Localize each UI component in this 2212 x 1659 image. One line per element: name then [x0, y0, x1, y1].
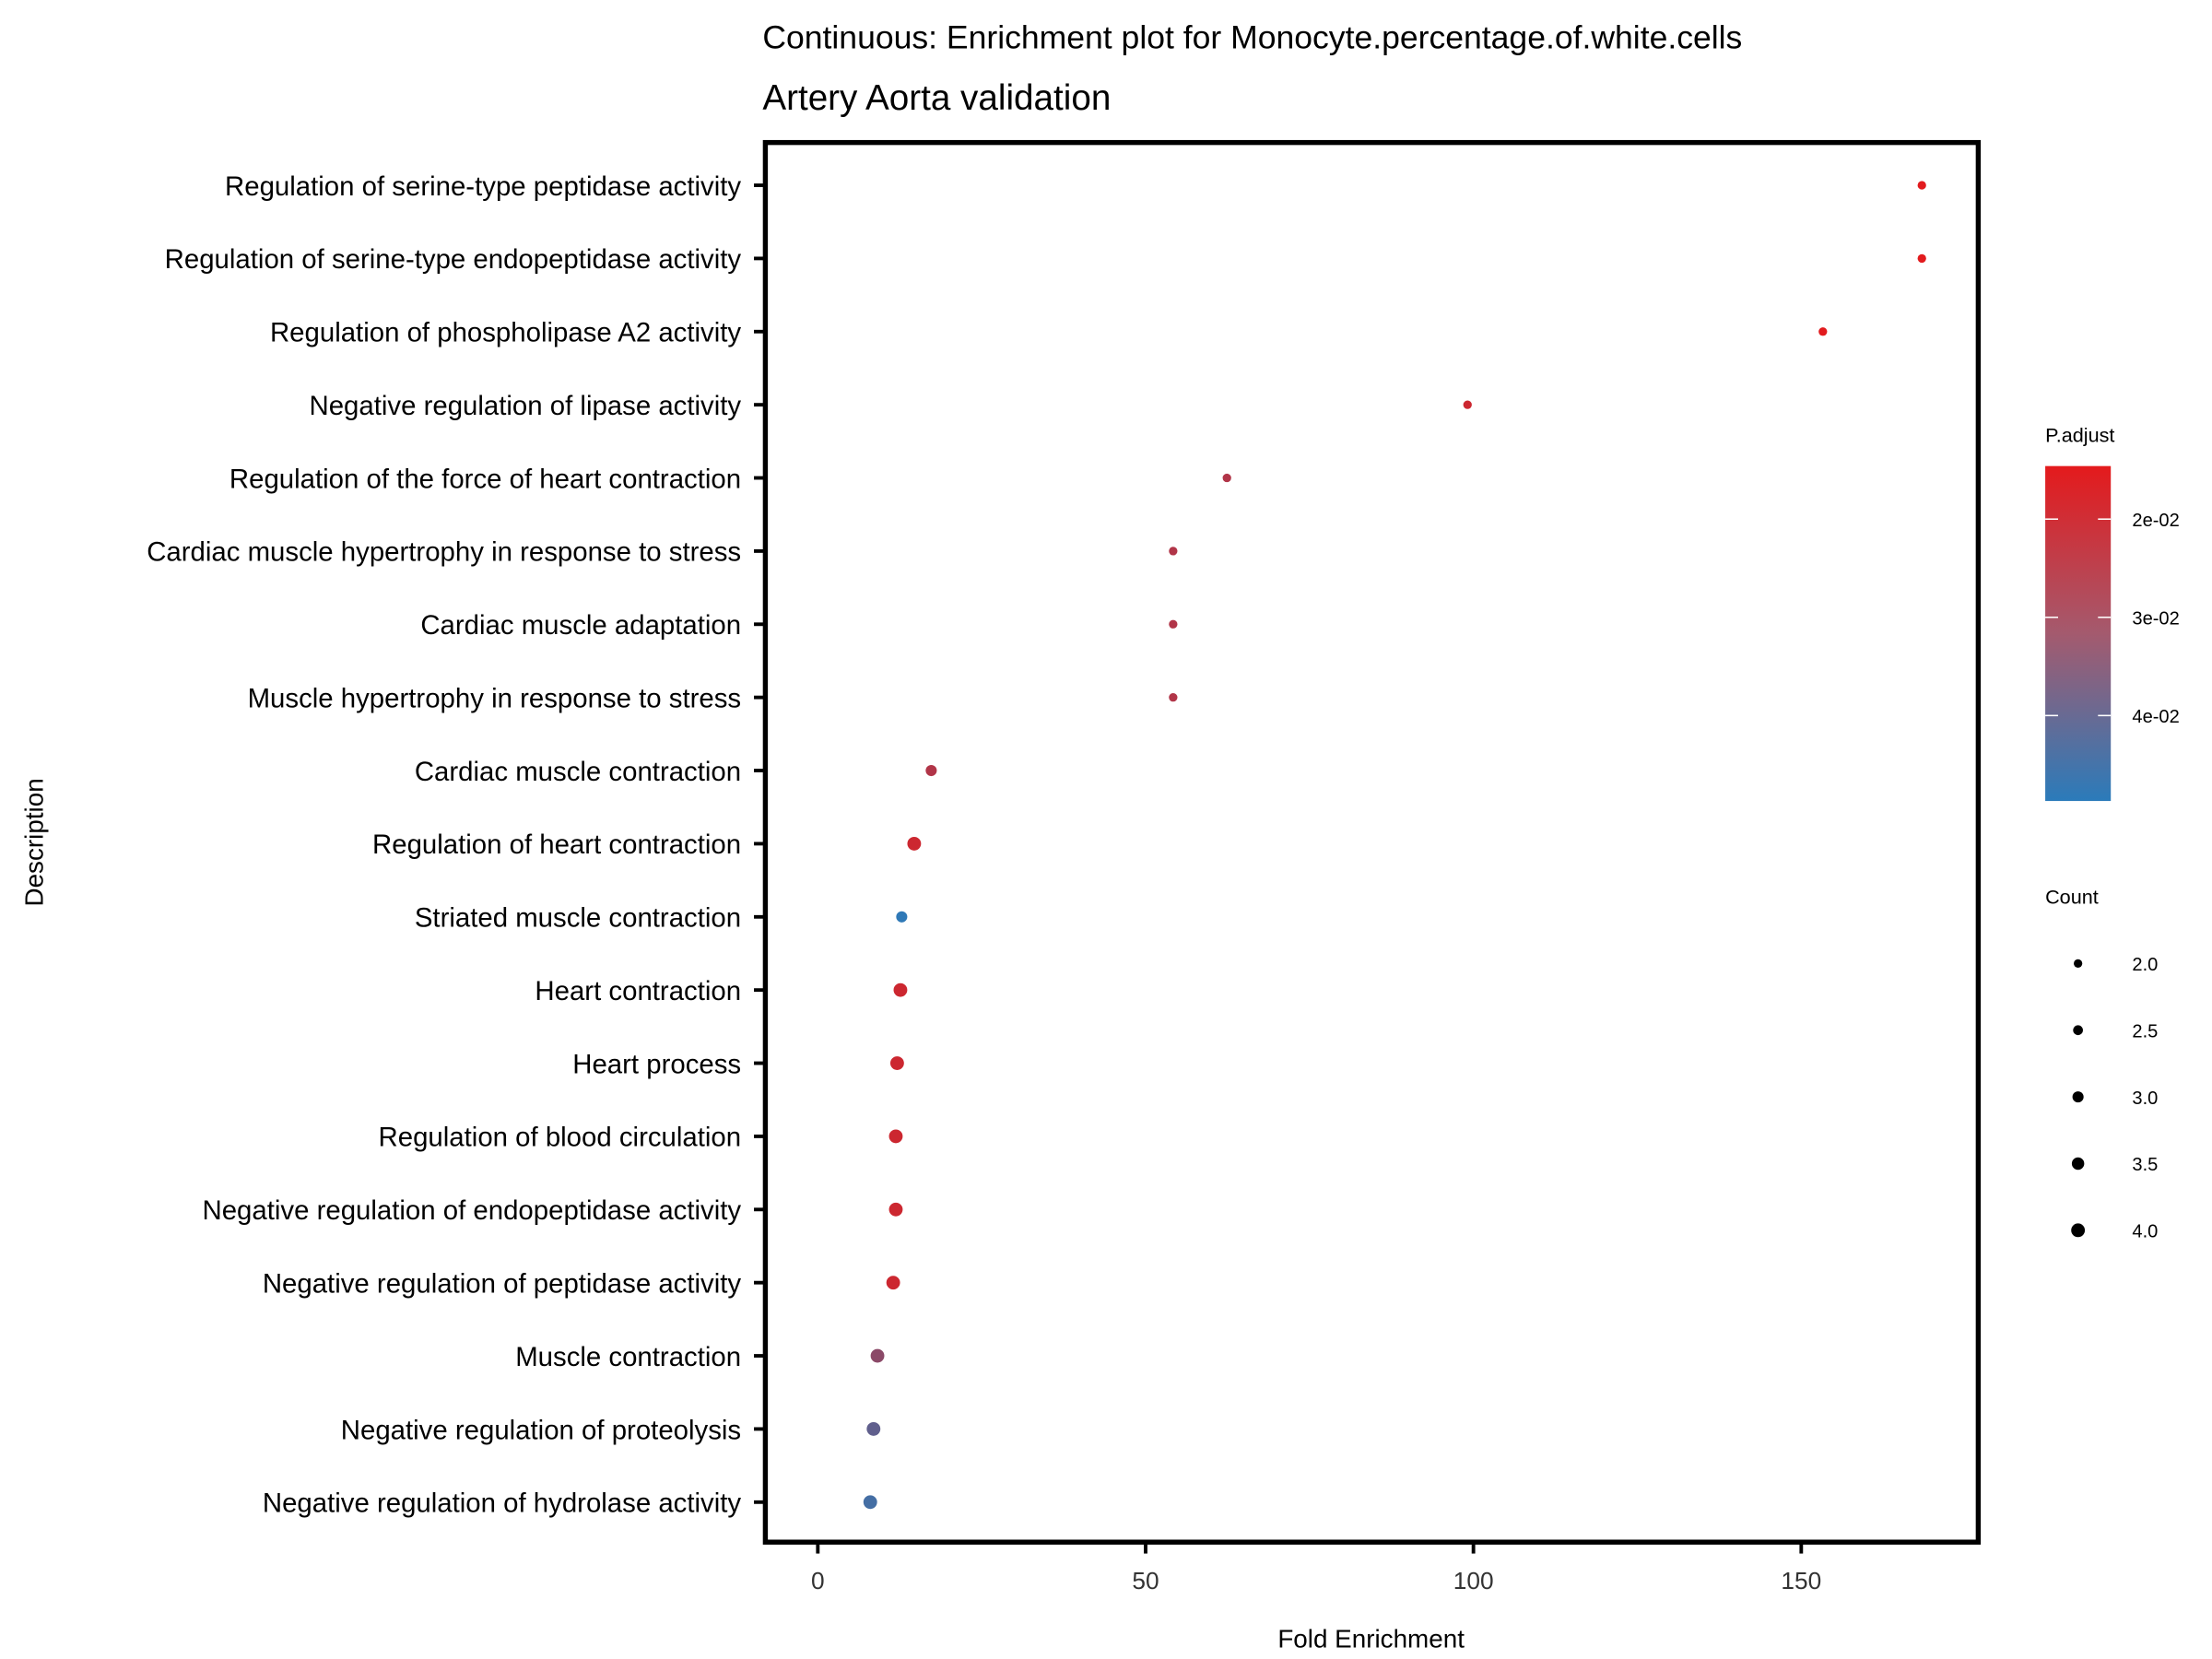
- data-point: [888, 1129, 903, 1144]
- size-legend-label: 3.0: [2132, 1088, 2158, 1109]
- y-tick-label: Cardiac muscle hypertrophy in response t…: [147, 537, 741, 568]
- data-point: [1917, 253, 1926, 264]
- y-tick-label: Heart process: [572, 1049, 741, 1079]
- color-legend: P.adjust 2e-02 3e-02 4e-02: [2045, 423, 2180, 802]
- plot-panel: [762, 139, 1982, 1545]
- data-point: [1222, 473, 1231, 483]
- y-tick-label: Negative regulation of peptidase activit…: [263, 1269, 742, 1300]
- x-tick-label: 100: [1453, 1567, 1494, 1594]
- data-point: [896, 911, 908, 923]
- data-point: [1169, 619, 1178, 629]
- data-point: [889, 1056, 904, 1070]
- data-point: [925, 765, 937, 777]
- y-tick-label: Muscle contraction: [515, 1342, 741, 1372]
- data-point: [886, 1276, 900, 1290]
- size-legend-title: Count: [2045, 885, 2099, 908]
- data-point: [866, 1422, 881, 1436]
- size-legend-dot: [2071, 1223, 2086, 1238]
- y-tick-label: Heart contraction: [535, 976, 741, 1006]
- y-tick-label: Negative regulation of endopeptidase act…: [202, 1195, 741, 1226]
- size-legend-label: 3.5: [2132, 1155, 2158, 1175]
- data-point: [907, 836, 922, 851]
- y-tick-label: Negative regulation of hydrolase activit…: [263, 1488, 742, 1519]
- color-legend-label: 3e-02: [2132, 609, 2179, 629]
- chart-subtitle: Artery Aorta validation: [762, 78, 1111, 118]
- y-tick-label: Regulation of heart contraction: [372, 830, 741, 860]
- data-point: [1818, 327, 1828, 336]
- y-tick-label: Regulation of serine-type peptidase acti…: [225, 171, 741, 202]
- y-tick-label: Regulation of blood circulation: [379, 1123, 742, 1153]
- color-legend-label: 4e-02: [2132, 707, 2179, 727]
- y-tick-label: Regulation of the force of heart contrac…: [229, 464, 741, 494]
- color-legend-label: 2e-02: [2132, 511, 2179, 531]
- y-tick-label: Cardiac muscle contraction: [415, 757, 741, 787]
- data-point: [1169, 547, 1178, 556]
- x-axis-label: Fold Enrichment: [1277, 1625, 1465, 1653]
- y-tick-label: Regulation of phospholipase A2 activity: [270, 318, 741, 348]
- data-point: [870, 1348, 885, 1363]
- data-point: [888, 1202, 903, 1217]
- y-tick-label: Regulation of serine-type endopeptidase …: [165, 244, 742, 275]
- y-tick-label: Cardiac muscle adaptation: [420, 610, 741, 641]
- y-tick-label: Muscle hypertrophy in response to stress: [248, 683, 742, 713]
- y-tick-label: Striated muscle contraction: [415, 903, 741, 934]
- data-point: [1169, 693, 1178, 702]
- size-legend-dot: [2071, 1157, 2085, 1171]
- y-tick-label: Negative regulation of proteolysis: [341, 1415, 741, 1445]
- y-tick-label: Negative regulation of lipase activity: [309, 391, 741, 421]
- x-tick-label: 0: [811, 1567, 825, 1594]
- size-legend-label: 4.0: [2132, 1222, 2158, 1242]
- x-tick-label: 50: [1132, 1567, 1159, 1594]
- color-legend-title: P.adjust: [2045, 423, 2114, 446]
- size-legend-label: 2.0: [2132, 955, 2158, 975]
- size-legend-dot: [2072, 1091, 2084, 1103]
- data-point: [893, 982, 908, 997]
- data-point: [1917, 181, 1926, 190]
- x-tick-label: 150: [1781, 1567, 1821, 1594]
- size-legend-label: 2.5: [2132, 1021, 2158, 1041]
- size-legend: Count 2.0 2.5 3.0 3.5 4.0: [2045, 885, 2158, 1241]
- color-bar: [2045, 465, 2112, 802]
- data-point: [1463, 400, 1472, 409]
- y-axis-label: Description: [19, 778, 48, 906]
- size-legend-dot: [2073, 1025, 2083, 1036]
- size-legend-dot: [2074, 959, 2083, 968]
- chart-title: Continuous: Enrichment plot for Monocyte…: [762, 19, 1742, 56]
- data-point: [863, 1495, 877, 1510]
